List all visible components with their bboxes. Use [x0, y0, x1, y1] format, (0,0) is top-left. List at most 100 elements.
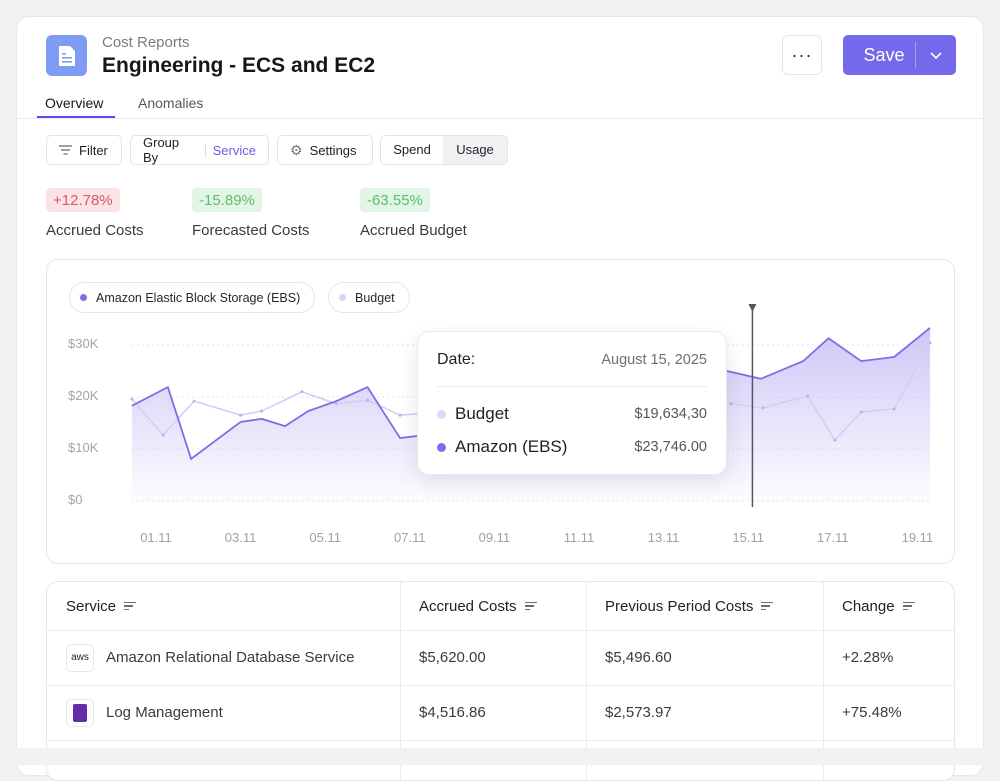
datadog-logo-icon: [66, 698, 94, 727]
forecasted-costs-label: Forecasted Costs: [192, 222, 310, 239]
budget-point: [239, 413, 243, 417]
toggle-usage[interactable]: Usage: [443, 136, 507, 164]
budget-point: [300, 390, 304, 394]
budget-point: [928, 341, 932, 345]
row-divider: [47, 740, 954, 741]
budget-point: [260, 409, 264, 413]
column-header-previous-period-costs[interactable]: Previous Period Costs: [605, 582, 774, 630]
change-value: +75.48%: [842, 704, 902, 721]
sort-icon[interactable]: [902, 600, 915, 613]
previous-cost: $2,573.97: [605, 704, 672, 721]
budget-point: [334, 402, 338, 406]
service-name: Log Management: [106, 704, 223, 721]
breadcrumb[interactable]: Cost Reports: [102, 34, 190, 51]
group-by-label: Group By: [143, 135, 180, 165]
accrued-cost: $4,516.86: [419, 704, 486, 721]
legend-dot-icon: [80, 294, 87, 301]
row-divider: [47, 685, 954, 686]
y-tick-label: $30K: [68, 336, 99, 351]
sort-icon[interactable]: [124, 600, 137, 613]
legend-item-ebs[interactable]: Amazon Elastic Block Storage (EBS): [69, 282, 316, 313]
cursor-marker-icon: [748, 304, 757, 312]
budget-point: [192, 399, 196, 403]
ebs-line: [131, 327, 931, 461]
column-label: Previous Period Costs: [605, 597, 754, 615]
group-by-value: Service: [212, 142, 256, 158]
x-tick-label: 01.11: [140, 530, 172, 545]
column-header-accrued-costs[interactable]: Accrued Costs: [419, 582, 537, 630]
chevron-down-icon[interactable]: [916, 47, 956, 63]
service-name: Amazon Relational Database Service: [106, 649, 355, 666]
budget-point: [859, 410, 863, 414]
page-bottom-fade: [0, 748, 1000, 765]
budget-point: [729, 402, 733, 406]
ellipsis-icon: ···: [791, 44, 813, 65]
tab-divider: [17, 118, 983, 119]
tooltip-budget-name: Budget: [455, 404, 509, 423]
save-button[interactable]: Save: [843, 35, 956, 75]
legend-item-budget[interactable]: Budget: [328, 282, 410, 313]
more-options-button[interactable]: ···: [782, 35, 822, 75]
divider: [204, 143, 206, 157]
column-label: Service: [66, 597, 117, 615]
toggle-spend[interactable]: Spend: [393, 142, 431, 157]
legend-label: Amazon Elastic Block Storage (EBS): [96, 290, 301, 305]
column-label: Accrued Costs: [419, 597, 517, 615]
budget-point: [398, 413, 402, 417]
aws-logo-icon: aws: [66, 643, 94, 672]
budget-point: [805, 394, 809, 398]
forecasted-costs-change: -15.89%: [192, 188, 262, 212]
tab-anomalies[interactable]: Anomalies: [138, 95, 204, 111]
tooltip-ebs-name: Amazon (EBS): [455, 437, 568, 456]
gear-icon: ⚙: [290, 141, 303, 158]
column-header-service[interactable]: Service: [66, 582, 137, 630]
filter-icon: [59, 145, 72, 155]
legend-dot-icon: [339, 294, 346, 301]
column-divider: [823, 582, 824, 780]
budget-point: [161, 433, 165, 437]
budget-point: [130, 397, 134, 401]
save-label: Save: [863, 44, 905, 65]
column-divider: [586, 582, 587, 780]
ebs-dot-icon: [437, 443, 446, 452]
tooltip-ebs-value: $23,746.00: [634, 439, 707, 455]
sort-icon[interactable]: [524, 600, 537, 613]
x-tick-label: 13.11: [647, 530, 680, 545]
x-tick-label: 19.11: [901, 530, 934, 545]
active-tab-indicator: [37, 116, 115, 118]
x-tick-label: 11.11: [563, 530, 595, 545]
accrued-budget-label: Accrued Budget: [360, 222, 467, 239]
budget-point: [833, 438, 837, 442]
document-icon: [46, 35, 87, 76]
column-label: Change: [842, 597, 895, 615]
x-tick-label: 05.11: [309, 530, 341, 545]
tooltip-date: August 15, 2025: [601, 352, 707, 368]
x-tick-label: 17.11: [817, 530, 849, 545]
previous-cost: $5,496.60: [605, 649, 672, 666]
legend-label: Budget: [355, 290, 395, 305]
x-tick-label: 09.11: [478, 530, 511, 545]
group-by-button[interactable]: Group By Service: [130, 135, 269, 165]
tooltip-budget-value: $19,634,30: [634, 406, 707, 422]
change-value: +2.28%: [842, 649, 894, 666]
settings-button[interactable]: ⚙ Settings: [277, 135, 373, 165]
column-header-change[interactable]: Change: [842, 582, 915, 630]
services-table: Service Accrued Costs Previous Period Co…: [46, 581, 955, 781]
accrued-cost: $5,620.00: [419, 649, 486, 666]
filter-label: Filter: [79, 142, 108, 158]
page-title: Engineering - ECS and EC2: [102, 54, 376, 77]
accrued-budget-change: -63.55%: [360, 188, 430, 212]
sort-icon[interactable]: [761, 600, 774, 613]
budget-point: [761, 406, 765, 410]
chart-card: Amazon Elastic Block Storage (EBS) Budge…: [46, 259, 955, 564]
filter-button[interactable]: Filter: [46, 135, 122, 165]
divider: [437, 386, 707, 387]
settings-label: Settings: [309, 142, 357, 158]
tab-overview[interactable]: Overview: [45, 95, 104, 111]
row-divider: [47, 630, 954, 631]
y-tick-label: $0: [68, 492, 83, 507]
x-tick-label: 15.11: [732, 530, 764, 545]
x-tick-label: 03.11: [224, 530, 257, 545]
y-tick-label: $10K: [68, 440, 99, 455]
chart-tooltip: Date: August 15, 2025 Budget $19,634,30 …: [417, 331, 727, 475]
